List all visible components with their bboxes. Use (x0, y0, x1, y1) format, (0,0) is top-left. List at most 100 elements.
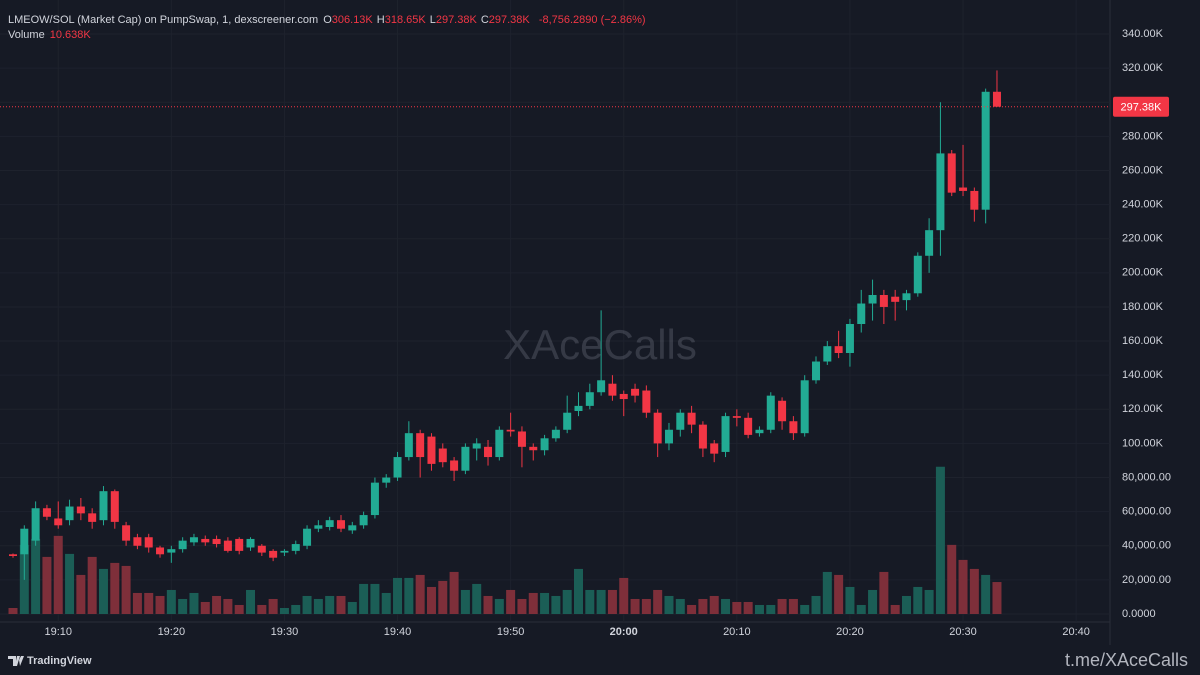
volume-bar (935, 466, 945, 614)
volume-bar (630, 598, 640, 614)
volume-bar (268, 598, 278, 614)
candle-body (484, 446, 493, 458)
ohlc-legend: O306.13K H318.65K L297.38K C297.38K (323, 14, 534, 26)
candle-body (99, 491, 108, 521)
candle-body (913, 255, 922, 294)
candle-body (348, 525, 357, 531)
candle-body (619, 393, 628, 400)
candle-body (257, 545, 266, 553)
volume-bar (246, 589, 256, 614)
candle-body (653, 412, 662, 444)
candle-body (167, 549, 176, 553)
y-tick-label: 120.00K (1122, 403, 1164, 415)
candle-body (631, 388, 640, 396)
volume-bar (868, 589, 878, 614)
axes: 0.0000 20,000.00 40,000.00 60,000.00 80,000.… (0, 28, 1171, 638)
y-tick-label: 140.00K (1122, 369, 1164, 381)
y-tick-label: 80,000.00 (1122, 471, 1171, 483)
volume-bar (664, 595, 674, 614)
volume-label: Volume (8, 29, 45, 41)
volume-bar (834, 574, 844, 614)
candle-body (687, 412, 696, 425)
y-tick-label: 220.00K (1122, 233, 1164, 245)
ohlc-value: 306.13K (331, 14, 373, 26)
last-price-box (1113, 96, 1169, 117)
candle-body (800, 380, 809, 434)
candle-body (857, 303, 866, 324)
volume-bar (901, 595, 911, 614)
ohlc-key: O (323, 14, 332, 26)
volume-bar (517, 598, 527, 614)
volume-bar (291, 604, 301, 614)
candle-body (517, 431, 526, 447)
candle-body (879, 295, 888, 307)
volume-bar (709, 595, 719, 614)
candle-body (766, 395, 775, 430)
candle-body (461, 446, 470, 471)
candle-body (608, 383, 617, 396)
volume-bar (223, 598, 233, 614)
candle-body (189, 537, 198, 543)
volume-bar (87, 556, 97, 614)
candle-body (710, 443, 719, 454)
y-tick-label: 60,000.00 (1122, 506, 1171, 518)
volume-bar (370, 583, 380, 614)
x-tick-label: 19:10 (44, 626, 72, 638)
x-tick-label: 19:20 (158, 626, 186, 638)
volume-bar (721, 598, 731, 614)
y-tick-label: 20,000.00 (1122, 574, 1171, 586)
volume-bar (958, 559, 968, 614)
volume-bar (585, 589, 595, 614)
volume-bar (811, 595, 821, 614)
x-tick-label: 20:10 (723, 626, 751, 638)
volume-row: Volume 10.638K (8, 29, 93, 41)
y-tick-label: 100.00K (1122, 437, 1164, 449)
volume-bar (992, 582, 1002, 614)
volume-bar (641, 598, 651, 614)
x-tick-label: 20:20 (836, 626, 864, 638)
volume-bar (460, 589, 470, 614)
y-tick-label: 260.00K (1122, 164, 1164, 176)
candle-body (280, 550, 289, 553)
candles (9, 70, 1001, 580)
candle-body (551, 429, 560, 439)
candle-body (201, 538, 210, 543)
candle-body (540, 438, 549, 451)
volume-bar (449, 571, 459, 614)
candle-body (235, 538, 244, 551)
x-tick-label: 19:40 (384, 626, 412, 638)
candle-body (823, 346, 832, 362)
candle-body (42, 508, 51, 517)
volume-bar (969, 568, 979, 614)
volume-bar (754, 604, 764, 614)
candle-body (450, 460, 459, 471)
volume-bar (913, 586, 923, 614)
brand: TradingView (27, 655, 92, 667)
candle-body (76, 506, 85, 514)
x-tick-label: 20:00 (610, 626, 638, 638)
candle-body (54, 518, 63, 526)
volume-bar (121, 565, 131, 614)
candle-body (698, 424, 707, 449)
volume-bar (53, 535, 63, 614)
candle-body (778, 400, 787, 422)
volume-bar (234, 604, 244, 614)
volume-bar (302, 595, 312, 614)
candle-body (992, 91, 1001, 107)
ohlc-key: H (376, 14, 385, 26)
y-tick-label: 340.00K (1122, 28, 1164, 40)
volume-bar (800, 604, 810, 614)
candle-body (721, 416, 730, 452)
candle-body (845, 324, 854, 353)
candle-body (20, 528, 29, 555)
volume-bar (393, 577, 403, 614)
volume-bar (189, 592, 199, 614)
volume-bar (675, 598, 685, 614)
ohlc-key: C (480, 14, 489, 26)
candle-body (981, 91, 990, 210)
volume-bar (110, 562, 120, 614)
candle-body (336, 520, 345, 529)
ohlc-value: 318.65K (384, 14, 426, 26)
